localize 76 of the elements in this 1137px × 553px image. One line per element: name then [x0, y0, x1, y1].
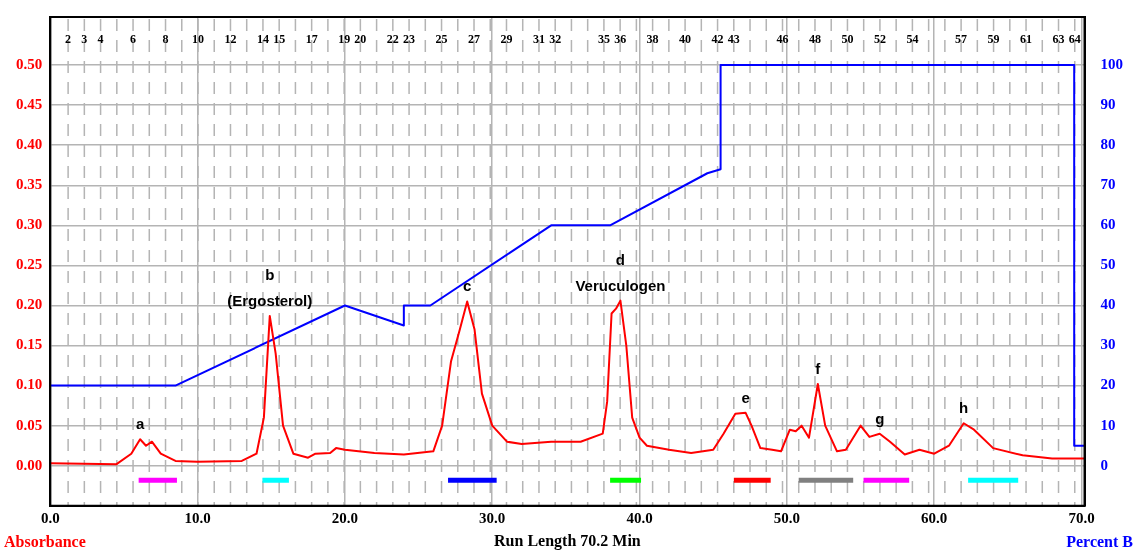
- y2-tick-label: 80: [1100, 136, 1116, 153]
- y-tick-label: 0.30: [16, 216, 43, 233]
- y2-tick-label: 60: [1100, 216, 1116, 233]
- annotation: h: [959, 399, 969, 417]
- x2-tick-label: 31: [532, 32, 545, 46]
- annotation: e: [741, 388, 750, 406]
- annotation: d Veruculogen: [575, 250, 666, 294]
- x2-tick-label: 50: [841, 32, 854, 46]
- x2-tick-label: 6: [130, 32, 137, 46]
- y-tick-label: 0.45: [16, 96, 43, 113]
- annotation: f: [815, 360, 822, 377]
- x-tick-label: 10.0: [184, 509, 211, 526]
- x2-tick-label: 20: [354, 32, 367, 46]
- y-axis-title: Absorbance: [4, 533, 86, 550]
- annotation: a: [135, 415, 145, 433]
- x2-tick-label: 59: [987, 32, 1000, 46]
- x2-tick-label: 52: [873, 32, 886, 46]
- x2-tick-label: 54: [906, 32, 919, 46]
- x2-tick-label: 10: [192, 32, 204, 46]
- x2-tick-label: 64: [1068, 32, 1081, 46]
- y2-tick-label: 90: [1100, 96, 1116, 113]
- x2-tick-label: 40: [679, 32, 692, 46]
- y2-tick-label: 50: [1100, 256, 1116, 273]
- x2-tick-label: 48: [808, 32, 821, 46]
- x-tick-label: 30.0: [479, 509, 506, 526]
- x2-tick-label: 61: [1020, 32, 1033, 46]
- x-tick-label: 50.0: [773, 509, 801, 526]
- y2-tick-label: 100: [1100, 55, 1123, 72]
- x2-tick-label: 35: [597, 32, 610, 46]
- y2-tick-label: 40: [1100, 296, 1116, 313]
- x2-tick-label: 32: [549, 32, 562, 46]
- x-tick-label: 70.0: [1068, 509, 1095, 526]
- y-tick-label: 0.00: [16, 456, 43, 473]
- x2-tick-label: 17: [305, 32, 318, 46]
- x2-tick-label: 14: [256, 32, 269, 46]
- x2-tick-label: 12: [224, 32, 237, 46]
- x2-tick-label: 57: [955, 32, 968, 46]
- x2-tick-label: 3: [81, 32, 88, 46]
- x2-tick-label: 46: [776, 32, 789, 46]
- x2-tick-label: 4: [97, 32, 104, 46]
- y-tick-label: 0.10: [16, 376, 43, 393]
- x2-tick-label: 29: [500, 32, 513, 46]
- x2-tick-label: 25: [435, 32, 448, 46]
- x-tick-label: 40.0: [626, 509, 653, 526]
- x2-tick-label: 42: [711, 32, 724, 46]
- y-tick-label: 0.15: [16, 336, 43, 353]
- annotation: g: [875, 409, 885, 427]
- x2-tick-label: 8: [162, 32, 169, 46]
- annotation: b (Ergosterol): [227, 265, 313, 309]
- x-tick-label: 0.0: [40, 509, 60, 526]
- x2-tick-label: 22: [386, 32, 399, 46]
- annotation: c: [463, 277, 472, 295]
- y-tick-label: 0.20: [16, 296, 43, 313]
- x-tick-label: 20.0: [331, 509, 359, 526]
- y-tick-label: 0.50: [16, 55, 43, 72]
- y2-tick-label: 30: [1100, 336, 1116, 353]
- x-tick-label: 60.0: [921, 509, 948, 526]
- x2-tick-label: 63: [1052, 32, 1065, 46]
- y-tick-label: 0.05: [16, 416, 43, 433]
- y-tick-label: 0.40: [16, 136, 43, 153]
- y2-tick-label: 20: [1100, 376, 1116, 393]
- y-tick-label: 0.25: [16, 256, 43, 273]
- y2-axis-title: Percent B: [1066, 533, 1134, 550]
- x2-tick-label: 2: [65, 32, 72, 46]
- y-tick-label: 0.35: [16, 176, 43, 193]
- x2-tick-label: 38: [646, 32, 659, 46]
- y2-tick-label: 70: [1100, 176, 1116, 193]
- x2-tick-label: 43: [727, 32, 740, 46]
- x2-tick-label: 15: [273, 32, 286, 46]
- y2-tick-label: 0: [1100, 456, 1108, 473]
- y2-tick-label: 10: [1100, 416, 1116, 433]
- x2-tick-label: 36: [614, 32, 627, 46]
- x-axis-title: Run Length 70.2 Min: [494, 531, 641, 550]
- x2-tick-label: 23: [403, 32, 416, 46]
- x2-tick-label: 27: [468, 32, 481, 46]
- x2-tick-label: 19: [338, 32, 351, 46]
